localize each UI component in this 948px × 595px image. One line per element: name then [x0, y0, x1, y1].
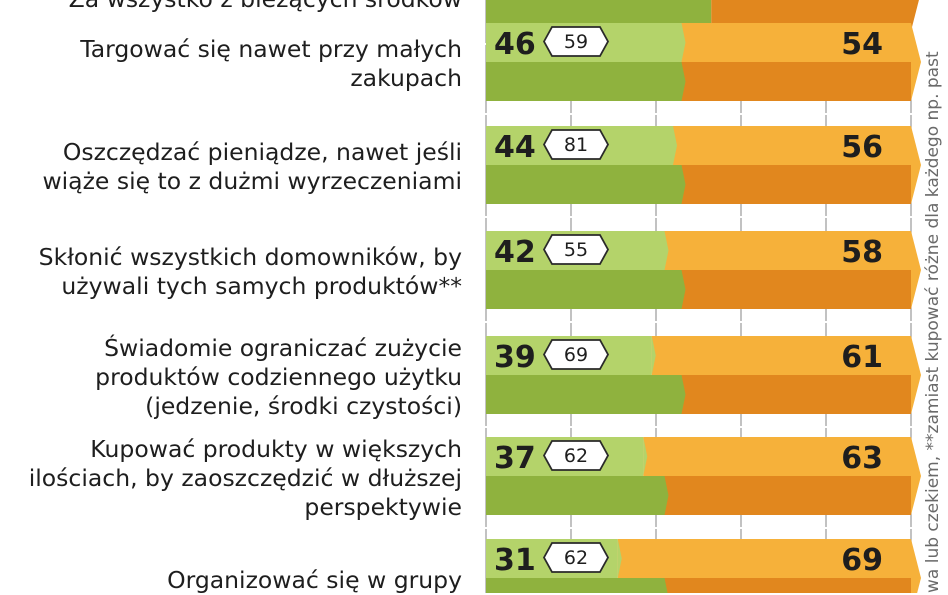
chevron-green-lower-5 — [664, 476, 669, 515]
bar-tip-4 — [911, 336, 921, 414]
chevron-green-lower-1 — [681, 62, 686, 101]
bar-orange-lower-4 — [681, 375, 911, 414]
category-label-line: Kupować produkty w większych — [90, 434, 462, 463]
bar-tip-1 — [911, 23, 921, 101]
category-label-line: produktów codziennego użytku — [95, 362, 462, 391]
value-green-3: 42 — [494, 235, 536, 270]
bar-orange-1 — [681, 23, 911, 62]
badge-5 — [542, 440, 610, 471]
bar-tip-2 — [911, 126, 921, 204]
badge-4 — [542, 339, 610, 370]
bar-green-lower-5 — [486, 476, 665, 515]
value-orange-5: 63 — [841, 441, 883, 476]
category-label-0: Za wszystko z bieżących środków — [69, 0, 462, 14]
category-label-line: Świadomie ograniczać zużycie — [104, 333, 462, 362]
value-green-4: 39 — [494, 340, 536, 375]
category-label-2: Oszczędzać pieniądze, nawet jeśli wiąże s… — [42, 138, 462, 196]
chevron-green-5 — [643, 437, 648, 476]
bar-green-lower-6 — [486, 578, 665, 593]
chevron-green-lower-4 — [681, 375, 686, 414]
category-label-line: Targować się nawet przy małych — [80, 35, 462, 63]
category-label-line: Skłonić wszystkich domowników, by — [38, 243, 462, 271]
badge-value-5: 62 — [564, 445, 588, 467]
bar-orange-lower-2 — [681, 165, 911, 204]
value-orange-3: 58 — [841, 235, 883, 270]
category-label-line: Za wszystko z bieżących środków — [69, 0, 462, 14]
chevron-green-6 — [617, 539, 622, 578]
category-label-3: Skłonić wszystkich domowników, by używali… — [39, 243, 462, 301]
category-label-line: Organizować się w grupy — [167, 565, 462, 594]
chevron-green-2 — [673, 126, 677, 165]
bar-green-lower-2 — [486, 165, 682, 204]
category-label-line: (jedzenie, środki czystości) — [145, 391, 462, 420]
category-label-5: Kupować produkty w większych ilościach, b… — [29, 435, 462, 522]
badge-2 — [542, 129, 610, 160]
badge-value-4: 69 — [564, 344, 588, 366]
category-label-1: Targować się nawet przy małych zakupach — [80, 35, 462, 93]
chevron-green-lower-3 — [681, 270, 686, 309]
value-green-2: 44 — [494, 130, 536, 165]
badge-1 — [542, 26, 610, 57]
category-label-6: Organizować się w grupy — [167, 566, 462, 595]
category-label-line: Oszczędzać pieniądze, nawet jeśli — [62, 138, 462, 166]
badge-value-6: 62 — [564, 547, 588, 569]
bar-green-lower-3 — [486, 270, 682, 309]
bar-orange-lower-1 — [681, 62, 911, 101]
footnote-strip: wa lub czekiem, **zamiast kupować różne … — [918, 0, 948, 593]
value-green-6: 31 — [494, 543, 536, 578]
bar-green-lower-1 — [486, 62, 682, 101]
bar-tip-3 — [911, 231, 921, 309]
category-label-4: Świadomie ograniczać zużycie produktów co… — [95, 334, 462, 421]
chevron-green-lower-2 — [681, 165, 686, 204]
value-green-5: 37 — [494, 441, 536, 476]
bar-orange-5 — [643, 437, 911, 476]
bar-tip-5 — [911, 437, 921, 515]
badge-3 — [542, 234, 610, 265]
chevron-green-4 — [651, 336, 656, 375]
badge-value-2: 81 — [564, 134, 588, 156]
value-orange-2: 56 — [841, 130, 883, 165]
chevron-green-3 — [664, 231, 669, 270]
footnote: wa lub czekiem, **zamiast kupować różne … — [923, 51, 943, 593]
bar-orange-4 — [651, 336, 911, 375]
bar-orange-3 — [664, 231, 911, 270]
bar-orange-lower-3 — [681, 270, 911, 309]
bar-green-lower-4 — [486, 375, 682, 414]
value-green-1: 46 — [494, 27, 536, 62]
value-orange-4: 61 — [841, 340, 883, 375]
bar-tip-6 — [911, 539, 921, 593]
bar-orange-lower-5 — [664, 476, 911, 515]
category-label-line: zakupach — [350, 64, 462, 92]
bar-orange-lower-6 — [664, 578, 911, 593]
bar-tip-0 — [911, 0, 919, 31]
chevron-green-1 — [681, 23, 686, 62]
chevron-green-lower-6 — [664, 578, 668, 593]
badge-value-3: 55 — [564, 239, 588, 261]
badge-6 — [542, 542, 610, 573]
category-label-line: perspektywie — [304, 492, 462, 521]
category-label-line: ilościach, by zaoszczędzić w dłuższej — [28, 463, 462, 492]
value-orange-1: 54 — [841, 27, 883, 62]
value-orange-6: 69 — [841, 543, 883, 578]
bar-orange-2 — [673, 126, 911, 165]
category-label-line: używali tych samych produktów** — [61, 272, 462, 300]
bar-orange-6 — [617, 539, 911, 578]
category-label-line: wiąże się to z dużmi wyrzeczeniami — [42, 167, 462, 195]
badge-value-1: 59 — [564, 31, 588, 53]
